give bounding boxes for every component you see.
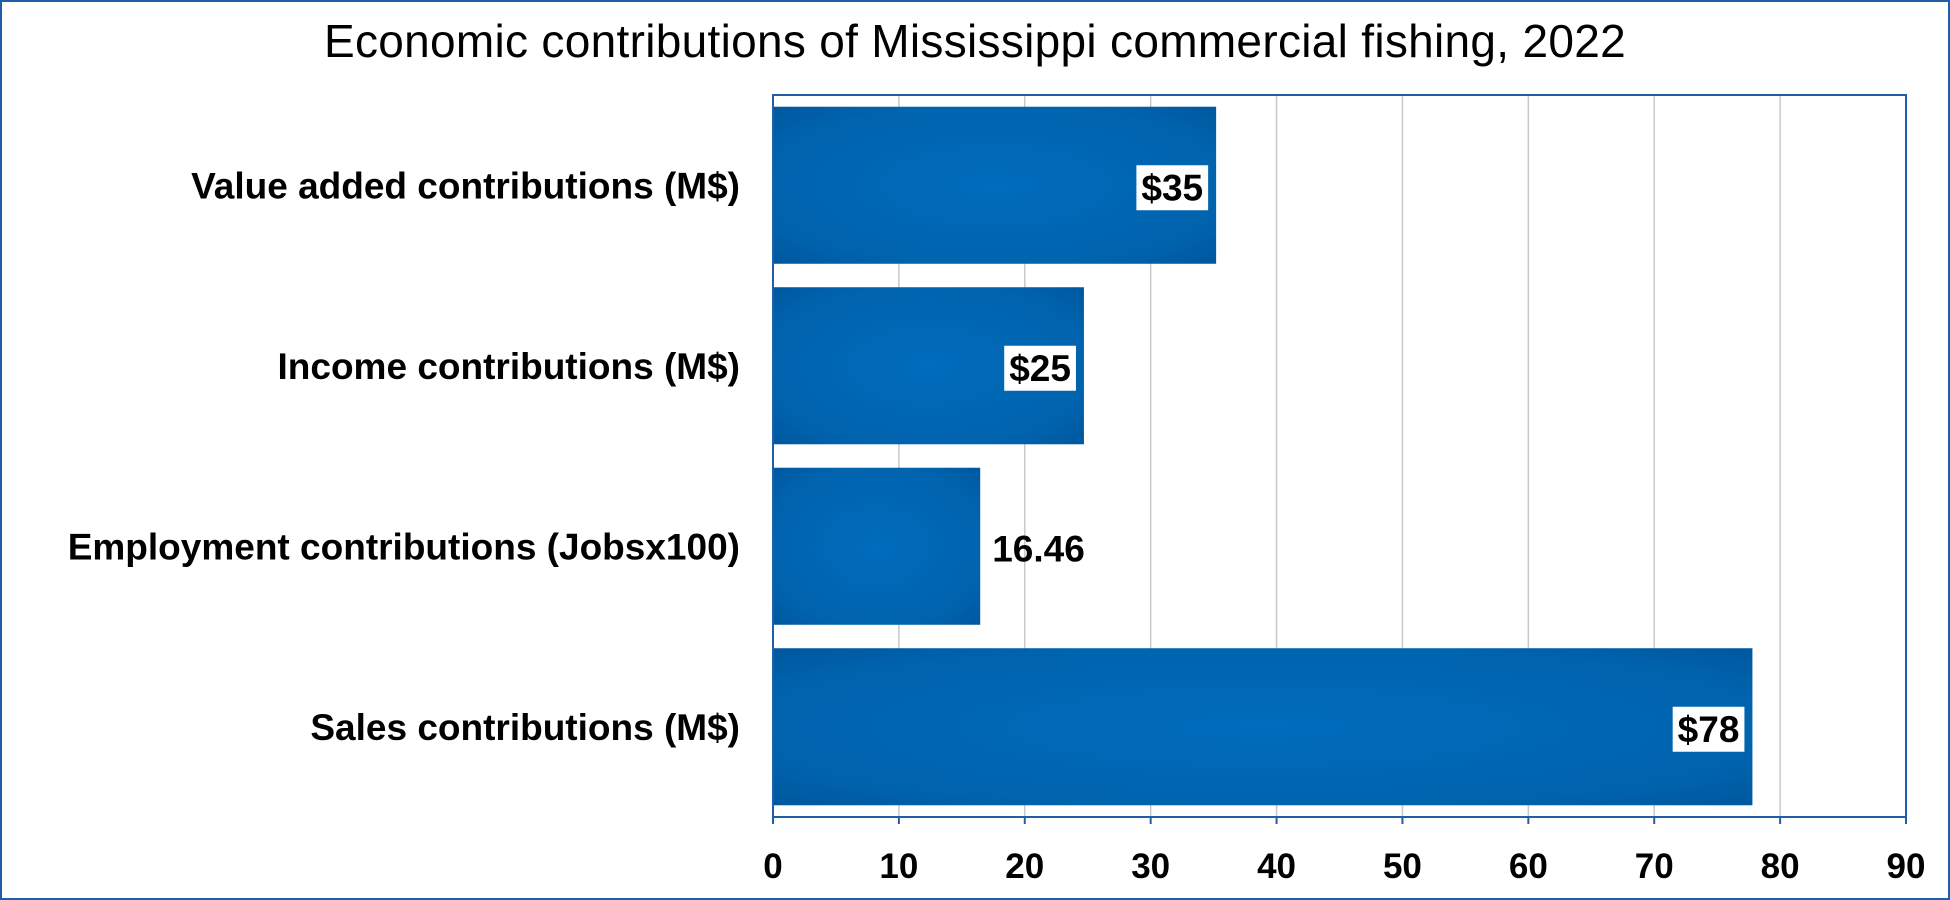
x-tick-label-5: 50 [1383, 847, 1422, 886]
x-tick-label-2: 20 [1005, 847, 1044, 886]
x-tick-label-6: 60 [1509, 847, 1548, 886]
category-label-0: Value added contributions (M$) [191, 165, 740, 206]
bar-layer [773, 106, 1753, 806]
x-tick-label-0: 0 [763, 847, 782, 886]
category-label-3: Sales contributions (M$) [310, 707, 740, 748]
x-tick-label-3: 30 [1131, 847, 1170, 886]
data-label-1: $25 [1009, 348, 1071, 389]
x-tick-label-1: 10 [879, 847, 918, 886]
bar-3 [773, 648, 1753, 806]
x-tick-label-4: 40 [1257, 847, 1296, 886]
label-layer: Value added contributions (M$) $35 Income … [68, 165, 1745, 752]
data-label-box-1 [1004, 345, 1076, 391]
data-label-0: $35 [1141, 167, 1203, 208]
data-label-3: $78 [1678, 709, 1740, 750]
category-label-2: Employment contributions (Jobsx100) [68, 526, 740, 567]
x-tick-label-8: 80 [1761, 847, 1800, 886]
data-label-box-0 [1136, 165, 1209, 211]
category-label-1: Income contributions (M$) [278, 346, 741, 387]
bar-2 [773, 467, 981, 625]
axis-layer: 0 10 20 30 40 50 60 70 80 90 [763, 817, 1925, 886]
chart-title: Economic contributions of Mississippi co… [323, 15, 1627, 67]
x-tick-label-9: 90 [1887, 847, 1926, 886]
data-label-box-3 [1672, 706, 1745, 752]
plot-border [772, 94, 1907, 818]
data-label-2: 16.46 [992, 528, 1085, 569]
x-tick-label-7: 70 [1635, 847, 1674, 886]
